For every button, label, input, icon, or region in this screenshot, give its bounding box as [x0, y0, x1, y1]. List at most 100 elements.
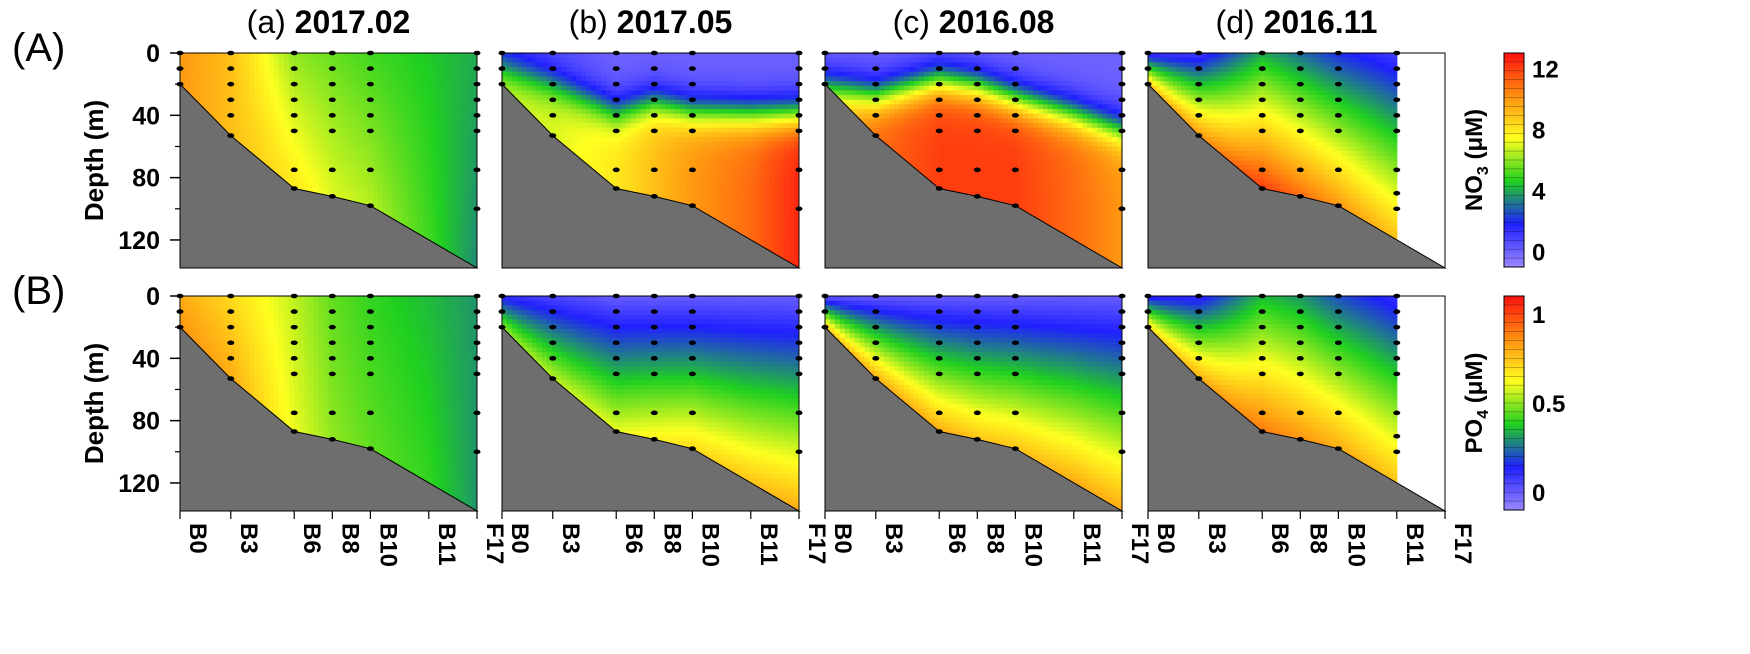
field-cell — [313, 127, 320, 134]
field-cell — [288, 118, 295, 124]
field-cell — [729, 174, 736, 180]
field-cell — [571, 123, 577, 129]
field-cell — [729, 155, 736, 162]
field-cell — [412, 146, 419, 152]
field-cell — [670, 76, 676, 82]
field-cell — [437, 151, 443, 157]
field-cell — [655, 81, 661, 87]
field-cell — [274, 85, 280, 91]
field-cell — [239, 81, 245, 87]
field-cell — [333, 137, 339, 143]
field-cell — [546, 127, 553, 134]
field-cell — [442, 76, 448, 82]
field-cell — [457, 197, 463, 204]
field-cell — [422, 155, 429, 162]
field-cell — [729, 165, 736, 171]
field-cell — [467, 109, 473, 115]
field-cell — [650, 118, 657, 124]
field-cell — [521, 95, 528, 101]
field-cell — [378, 151, 384, 157]
field-cell — [601, 90, 607, 96]
field-cell — [700, 71, 706, 77]
field-cell — [457, 71, 463, 77]
field-cell — [467, 67, 473, 73]
field-cell — [387, 188, 394, 194]
field-cell — [591, 113, 597, 120]
field-cell — [382, 62, 389, 68]
field-cell — [209, 71, 216, 77]
field-cell — [457, 211, 463, 218]
field-cell — [576, 76, 582, 82]
field-cell — [472, 62, 477, 68]
field-cell — [293, 76, 300, 82]
field-cell — [462, 53, 468, 59]
field-cell — [239, 57, 245, 63]
field-cell — [392, 211, 399, 218]
field-cell — [392, 188, 399, 194]
field-cell — [442, 57, 448, 63]
field-cell — [264, 81, 270, 87]
field-cell — [724, 183, 731, 190]
field-cell — [279, 53, 285, 59]
field-cell — [427, 53, 434, 59]
field-cell — [338, 85, 344, 91]
field-cell — [313, 137, 320, 143]
field-cell — [556, 118, 562, 124]
field-cell — [660, 71, 666, 77]
field-cell — [303, 71, 310, 77]
field-cell — [328, 188, 335, 194]
field-cell — [586, 53, 592, 59]
field-cell — [204, 85, 211, 91]
field-cell — [462, 253, 468, 260]
field-cell — [432, 81, 438, 87]
field-cell — [665, 123, 671, 129]
field-cell — [392, 132, 399, 138]
field-cell — [432, 118, 438, 124]
field-cell — [714, 179, 721, 185]
field-cell — [556, 95, 562, 101]
field-cell — [719, 174, 726, 180]
field-cell — [353, 141, 359, 148]
field-cell — [447, 67, 453, 73]
field-cell — [472, 258, 477, 264]
field-cell — [462, 62, 468, 68]
field-cell — [660, 165, 666, 171]
field-cell — [279, 169, 285, 176]
field-cell — [338, 123, 344, 129]
field-cell — [279, 146, 285, 152]
field-cell — [724, 90, 731, 96]
field-cell — [392, 146, 399, 152]
field-cell — [288, 165, 295, 171]
field-cell — [194, 90, 201, 96]
field-cell — [620, 179, 627, 185]
field-cell — [581, 123, 587, 129]
field-cell — [303, 183, 310, 190]
field-cell — [437, 165, 443, 171]
field-cell — [274, 99, 280, 106]
field-cell — [670, 67, 676, 73]
field-cell — [407, 137, 414, 143]
field-cell — [665, 81, 671, 87]
field-cell — [348, 76, 354, 82]
field-cell — [373, 165, 379, 171]
field-cell — [586, 160, 592, 166]
field-cell — [343, 160, 349, 166]
field-cell — [422, 221, 429, 227]
field-cell — [328, 132, 335, 138]
field-cell — [422, 127, 429, 134]
field-cell — [269, 76, 275, 82]
field-cell — [467, 81, 473, 87]
field-cell — [308, 160, 315, 166]
field-cell — [551, 57, 558, 63]
field-cell — [605, 174, 612, 180]
field-cell — [462, 249, 468, 255]
field-cell — [407, 127, 414, 134]
field-cell — [709, 113, 716, 120]
field-cell — [397, 169, 404, 176]
field-cell — [427, 99, 434, 106]
field-cell — [591, 155, 597, 162]
field-cell — [353, 193, 359, 199]
field-cell — [655, 109, 661, 115]
field-cell — [412, 123, 419, 129]
field-cell — [293, 62, 300, 68]
